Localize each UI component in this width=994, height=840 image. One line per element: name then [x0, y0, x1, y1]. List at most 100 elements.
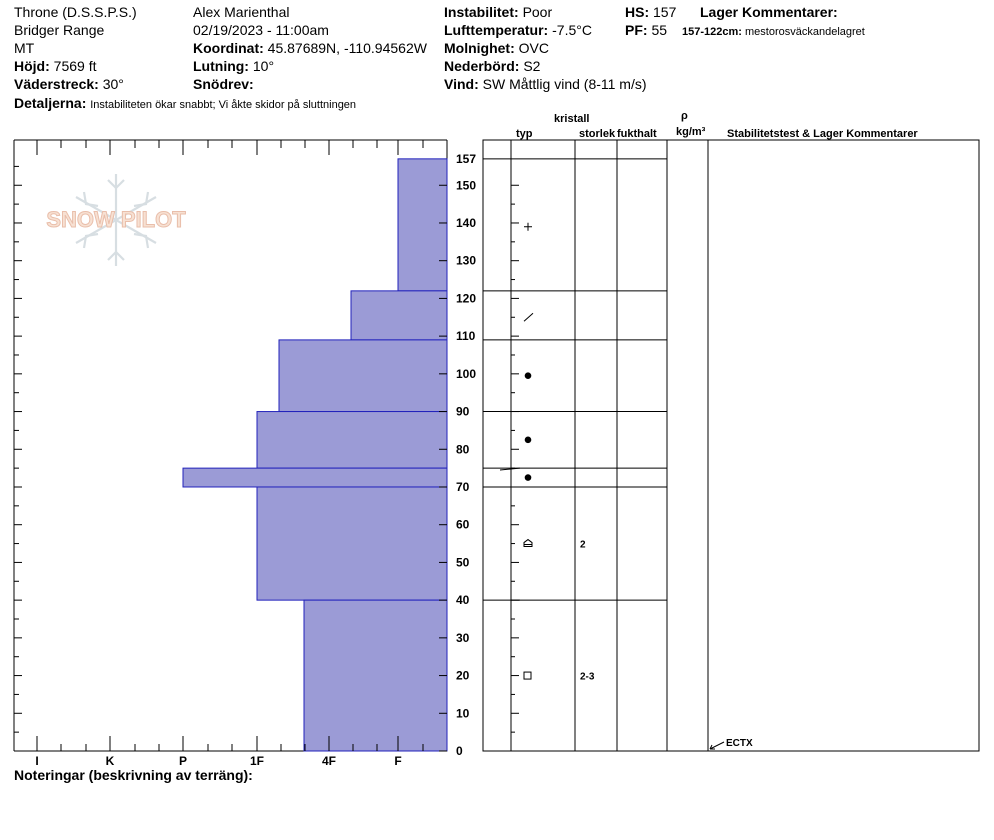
logo-text: SNOW PILOT: [46, 207, 186, 232]
hardness-tick-label-P: P: [179, 754, 187, 768]
grain-symbol-rounded-3: [524, 436, 532, 444]
hardness-bar-6: [303, 599, 448, 752]
height-label-top: 157: [456, 152, 476, 166]
elevation-value: 7569 ft: [53, 58, 97, 74]
details-value: Instabiliteten ökar snabbt; Vi åkte skid…: [90, 99, 357, 111]
grain-symbol-decomposed-1: [523, 312, 534, 322]
moisture-header: fukthalt: [617, 128, 657, 140]
precip-row: Nederbörd: S2: [444, 58, 540, 74]
height-label-80: 80: [456, 442, 470, 456]
hardness-bar-4: [182, 467, 448, 488]
wind-value: SW Måttlig vind (8-11 m/s): [482, 76, 647, 92]
hs-label: HS:: [625, 4, 650, 20]
layer-comments-label: Lager Kommentarer:: [700, 4, 838, 20]
observer-name: Alex Marienthal: [193, 4, 290, 20]
height-label-60: 60: [456, 518, 470, 532]
stability-test-label-0: ECTX: [726, 738, 753, 749]
range-name: Bridger Range: [14, 22, 105, 38]
sky-row: Molnighet: OVC: [444, 40, 549, 56]
grain-symbol-rounded-facet-5: [523, 538, 533, 548]
height-label-150: 150: [456, 178, 476, 192]
drift-label: Snödrev:: [193, 76, 254, 92]
size-header: storlek: [579, 128, 616, 140]
details-label: Detaljerna:: [14, 95, 87, 111]
height-label-120: 120: [456, 291, 476, 305]
hardness-tick-label-I: I: [35, 754, 38, 768]
grain-size-label-6: 2-3: [580, 672, 595, 683]
airtemp-value: -7.5°C: [552, 22, 592, 38]
hs-row: HS: 157: [625, 4, 676, 20]
layer-comment-range: 157-122cm:: [682, 26, 742, 38]
coordinate-row: Koordinat: 45.87689N, -110.94562W: [193, 40, 427, 56]
snowpilot-logo: SNOW PILOT: [46, 174, 187, 266]
stability-test-arrow-0: [709, 744, 715, 750]
observation-datetime: 02/19/2023 - 11:00am: [193, 22, 329, 38]
instability-row: Instabilitet: Poor: [444, 4, 552, 20]
elevation-label: Höjd:: [14, 58, 50, 74]
aspect-label: Väderstreck:: [14, 76, 99, 92]
crystal-header: kristall: [554, 113, 590, 125]
grain-symbol-rounded-4: [524, 474, 532, 481]
height-label-30: 30: [456, 631, 470, 645]
layer-comment-text: mestorosväckandelagret: [745, 26, 865, 38]
aspect-row: Väderstreck: 30°: [14, 76, 124, 92]
hardness-bar-5: [256, 486, 448, 601]
hardness-tick-label-1F: 1F: [250, 754, 264, 768]
height-label-50: 50: [456, 555, 470, 569]
hardness-plot: I K P 1F 4F F: [13, 139, 448, 768]
height-label-40: 40: [456, 593, 470, 607]
notes-label: Noteringar (beskrivning av terräng):: [14, 767, 253, 783]
coordinate-value: 45.87689N, -110.94562W: [267, 40, 427, 56]
hardness-tick-label-F: F: [394, 754, 401, 768]
elevation-row: Höjd: 7569 ft: [14, 58, 96, 74]
hardness-bar-3: [256, 411, 448, 469]
airtemp-label: Lufttemperatur:: [444, 22, 549, 38]
height-label-110: 110: [456, 329, 476, 343]
wind-label: Vind:: [444, 76, 479, 92]
height-label-130: 130: [456, 254, 476, 268]
hardness-bar-1: [350, 290, 448, 341]
hardness-bar-0: [397, 158, 448, 292]
height-label-70: 70: [456, 480, 470, 494]
pf-label: PF:: [625, 22, 648, 38]
grain-symbol-rounded-2: [524, 372, 532, 380]
instability-label: Instabilitet:: [444, 4, 519, 20]
height-label-100: 100: [456, 367, 476, 381]
state-name: MT: [14, 40, 35, 56]
grain-size-label-5: 2: [580, 540, 586, 551]
grain-connector-75: [499, 467, 521, 471]
slope-row: Lutning: 10°: [193, 58, 274, 74]
sky-value: OVC: [518, 40, 549, 56]
height-label-140: 140: [456, 216, 476, 230]
details-row: Detaljerna: Instabiliteten ökar snabbt; …: [14, 95, 356, 113]
height-label-20: 20: [456, 669, 470, 683]
pf-value: 55: [651, 22, 668, 38]
wind-row: Vind: SW Måttlig vind (8-11 m/s): [444, 76, 647, 92]
location-name: Throne (D.S.S.P.S.): [14, 4, 137, 20]
hardness-tick-label-4F: 4F: [322, 754, 336, 768]
rho-header: ρ: [681, 110, 688, 122]
layer-comment-row: 157-122cm: mestorosväckandelagret: [682, 24, 865, 40]
type-header: typ: [516, 128, 533, 140]
stability-test-leader-0: [709, 741, 725, 750]
height-label-0: 0: [456, 744, 463, 758]
stability-header: Stabilitetstest & Lager Kommentarer: [727, 128, 918, 140]
slope-label: Lutning:: [193, 58, 249, 74]
pf-row: PF: 55: [625, 22, 667, 38]
height-label-90: 90: [456, 405, 470, 419]
precip-value: S2: [523, 58, 541, 74]
snowflake-icon: [75, 174, 157, 266]
grain-table: 2 2-3: [482, 139, 980, 752]
aspect-value: 30°: [102, 76, 124, 92]
hardness-bar-2: [278, 339, 448, 413]
sky-label: Molnighet:: [444, 40, 515, 56]
slope-value: 10°: [252, 58, 275, 74]
instability-value: Poor: [522, 4, 553, 20]
precip-label: Nederbörd:: [444, 58, 520, 74]
density-unit-header: kg/m³: [676, 126, 706, 138]
airtemp-row: Lufttemperatur: -7.5°C: [444, 22, 592, 38]
height-label-10: 10: [456, 706, 470, 720]
hs-value: 157: [653, 4, 677, 20]
grain-symbol-facet-6: [523, 671, 532, 680]
